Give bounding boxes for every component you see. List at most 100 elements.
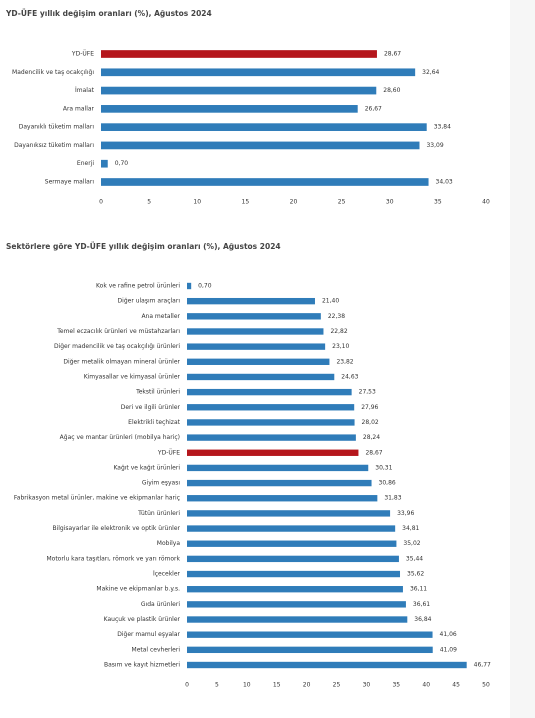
value-label: 36,84 — [414, 616, 431, 623]
category-label: YD-ÜFE — [71, 51, 94, 58]
bar — [187, 479, 372, 487]
category-label: Ana metaller — [141, 313, 180, 320]
x-tick-label: 35 — [434, 199, 442, 206]
bar — [187, 297, 315, 305]
category-label: İçecekler — [153, 571, 181, 578]
bar — [187, 495, 378, 502]
bar — [101, 159, 108, 168]
bar — [187, 525, 396, 532]
x-tick-label: 40 — [422, 682, 430, 689]
value-label: 34,81 — [402, 525, 419, 532]
value-label: 30,86 — [379, 480, 396, 487]
chart-title: YD-ÜFE yıllık değişim oranları (%), Ağus… — [5, 9, 212, 18]
value-label: 36,61 — [413, 601, 430, 608]
category-label: Kağıt ve kağıt ürünleri — [113, 464, 180, 471]
bar — [187, 313, 321, 320]
bar — [187, 586, 403, 593]
category-label: Sermaye malları — [45, 179, 95, 186]
value-label: 35,44 — [406, 555, 423, 562]
bar — [187, 282, 192, 290]
bar — [187, 570, 401, 578]
value-label: 22,38 — [328, 313, 345, 320]
bar — [101, 86, 377, 95]
x-tick-label: 5 — [147, 199, 151, 206]
value-label: 23,82 — [336, 358, 353, 365]
bar — [101, 50, 377, 58]
x-tick-label: 10 — [193, 199, 201, 206]
category-label: Diğer madencilik ve taş ocakçılığı ürünl… — [54, 343, 180, 350]
value-label: 0,70 — [198, 283, 212, 290]
category-label: Ağaç ve mantar ürünleri (mobilya hariç) — [60, 434, 180, 441]
x-tick-label: 10 — [243, 682, 251, 689]
bar — [187, 540, 397, 547]
category-label: Deri ve ilgili ürünler — [121, 404, 181, 411]
value-label: 28,60 — [383, 87, 400, 94]
x-tick-label: 50 — [482, 682, 490, 689]
category-label: İmalat — [75, 87, 95, 94]
x-tick-label: 25 — [338, 199, 346, 206]
x-tick-label: 15 — [273, 682, 281, 689]
bar — [187, 616, 408, 623]
category-label: Fabrikasyon metal ürünler, makine ve eki… — [14, 495, 180, 502]
value-label: 46,77 — [474, 662, 491, 669]
category-label: Kok ve rafine petrol ürünleri — [96, 283, 180, 290]
x-tick-label: 20 — [303, 682, 311, 689]
x-tick-label: 35 — [392, 682, 400, 689]
value-label: 28,67 — [365, 449, 382, 456]
category-label: Giyim eşyası — [142, 480, 180, 487]
x-tick-label: 45 — [452, 682, 460, 689]
category-label: Metal cevherleri — [132, 646, 181, 653]
value-label: 35,02 — [403, 540, 420, 547]
value-label: 27,53 — [359, 389, 376, 396]
value-label: 30,31 — [375, 464, 392, 471]
bar — [187, 631, 433, 638]
bar — [187, 373, 335, 381]
category-label: Tekstil ürünleri — [135, 389, 180, 396]
x-tick-label: 40 — [482, 199, 490, 206]
value-label: 28,67 — [384, 51, 401, 58]
bar — [187, 328, 324, 335]
category-label: Diğer mamul eşyalar — [117, 631, 180, 638]
category-label: Ara mallar — [63, 105, 95, 112]
value-label: 41,06 — [440, 631, 457, 638]
category-label: Elektrikli teçhizat — [128, 419, 180, 426]
category-label: Basım ve kayıt hizmetleri — [104, 662, 180, 669]
category-label: Dayanıksız tüketim malları — [14, 142, 94, 149]
x-tick-label: 5 — [215, 682, 219, 689]
bar — [187, 434, 356, 441]
bar — [101, 123, 427, 131]
category-label: Tütün ürünleri — [137, 510, 180, 517]
value-label: 36,11 — [410, 586, 427, 593]
value-label: 35,62 — [407, 571, 424, 578]
x-tick-label: 0 — [185, 682, 189, 689]
bar — [187, 358, 330, 365]
x-tick-label: 20 — [290, 199, 298, 206]
value-label: 34,03 — [436, 179, 453, 186]
value-label: 22,82 — [330, 328, 347, 335]
value-label: 27,96 — [361, 404, 378, 411]
bar — [187, 449, 359, 456]
bar — [187, 464, 369, 472]
bar — [101, 68, 416, 77]
category-label: Dayanıklı tüketim malları — [19, 124, 95, 131]
bar — [101, 105, 358, 113]
bar — [187, 601, 406, 608]
category-label: YD-ÜFE — [157, 449, 180, 456]
value-label: 33,84 — [434, 124, 451, 131]
value-label: 33,96 — [397, 510, 414, 517]
value-label: 23,10 — [332, 343, 349, 350]
value-label: 32,64 — [422, 69, 439, 76]
x-tick-label: 25 — [333, 682, 341, 689]
category-label: Madencilik ve taş ocakçılığı — [12, 69, 94, 76]
side-pattern — [510, 0, 535, 718]
category-label: Kimyasallar ve kimyasal ürünler — [84, 373, 181, 380]
bar — [101, 178, 429, 186]
category-label: Diğer ulaşım araçları — [118, 298, 181, 305]
category-label: Gıda ürünleri — [141, 601, 180, 608]
category-label: Motorlu kara taşıtları, römork ve yarı r… — [46, 555, 180, 562]
category-label: Enerji — [77, 160, 94, 167]
x-tick-label: 30 — [386, 199, 394, 206]
bar — [187, 404, 355, 411]
